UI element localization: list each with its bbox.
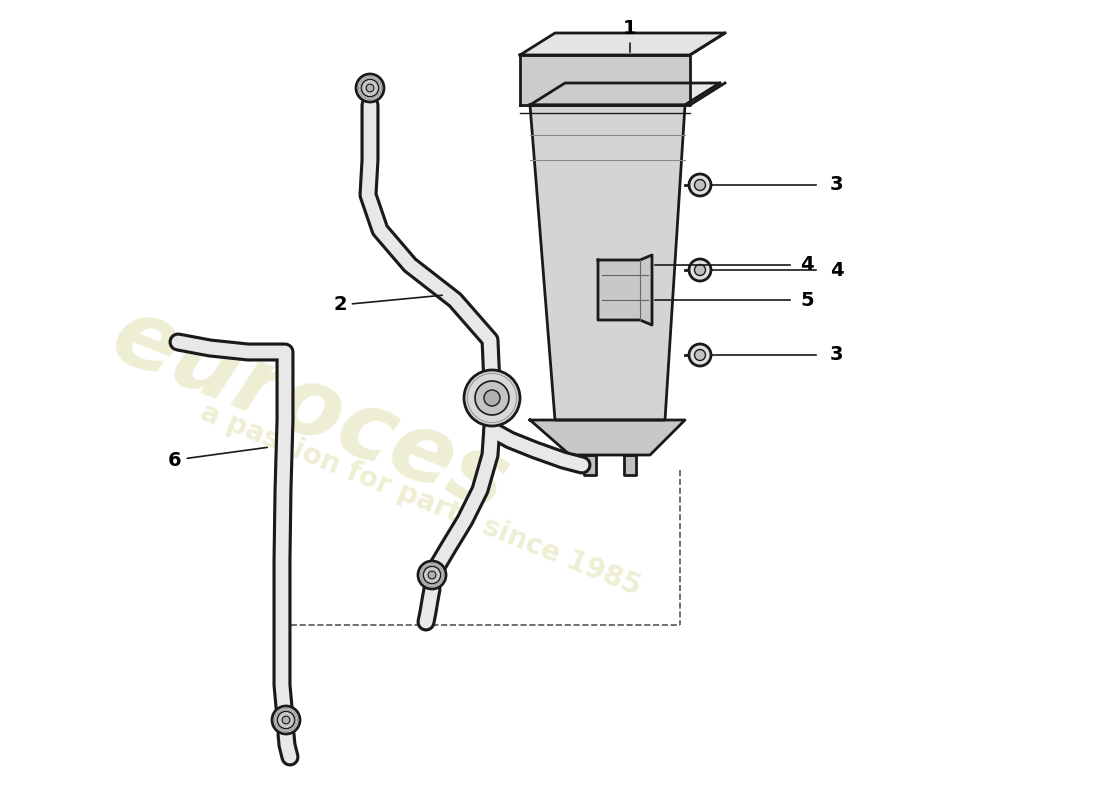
Text: 2: 2 <box>333 295 442 314</box>
Circle shape <box>418 561 446 589</box>
Circle shape <box>464 370 520 426</box>
Circle shape <box>689 259 711 281</box>
Text: 1: 1 <box>624 18 637 52</box>
Polygon shape <box>530 105 685 420</box>
Text: 3: 3 <box>830 346 844 365</box>
Text: 3: 3 <box>830 175 844 194</box>
Circle shape <box>277 711 295 729</box>
Circle shape <box>356 74 384 102</box>
Text: a passion for parts since 1985: a passion for parts since 1985 <box>196 398 645 602</box>
Circle shape <box>689 174 711 196</box>
Text: euroces: euroces <box>98 289 521 531</box>
Circle shape <box>428 571 436 579</box>
Circle shape <box>689 344 711 366</box>
Circle shape <box>424 566 441 584</box>
Circle shape <box>694 265 705 275</box>
Text: 6: 6 <box>168 447 267 470</box>
Polygon shape <box>624 455 636 475</box>
Polygon shape <box>520 55 690 105</box>
Circle shape <box>361 79 378 97</box>
Text: 4: 4 <box>800 255 814 274</box>
Circle shape <box>694 350 705 361</box>
Text: 5: 5 <box>800 290 814 310</box>
Circle shape <box>272 706 300 734</box>
Circle shape <box>475 381 509 415</box>
Circle shape <box>484 390 500 406</box>
Polygon shape <box>598 255 652 325</box>
Text: 4: 4 <box>830 261 844 279</box>
Polygon shape <box>520 33 725 55</box>
Polygon shape <box>530 83 720 105</box>
Polygon shape <box>584 455 596 475</box>
Circle shape <box>282 716 290 724</box>
Polygon shape <box>530 420 685 455</box>
Circle shape <box>366 84 374 92</box>
Circle shape <box>694 179 705 190</box>
